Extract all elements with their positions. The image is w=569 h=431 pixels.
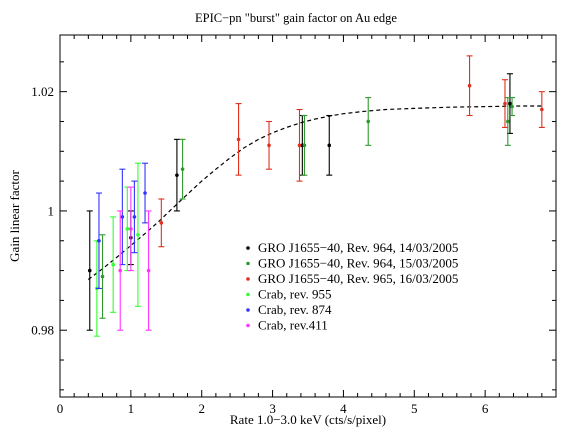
- series-5: [95, 162, 149, 290]
- chart-title: EPIC−pn "burst" gain factor on Au edge: [195, 11, 397, 25]
- legend-label: GRO J1655−40, Rev. 964, 14/03/2005: [258, 240, 458, 255]
- series-6: [117, 186, 152, 331]
- data-point: [540, 107, 544, 112]
- data-point: [146, 268, 151, 273]
- data-point: [143, 191, 147, 195]
- x-tick-label: 5: [411, 401, 418, 416]
- legend-marker: [246, 261, 250, 266]
- legend-label: Crab, rev. 874: [258, 302, 332, 317]
- x-tick-label: 3: [269, 401, 276, 416]
- x-tick-label: 1: [128, 401, 135, 416]
- data-point: [236, 137, 241, 142]
- data-point: [510, 104, 514, 109]
- data-point: [87, 268, 92, 273]
- data-point: [118, 268, 123, 273]
- legend-marker: [246, 292, 250, 297]
- legend-marker: [246, 323, 250, 328]
- plot-frame: [59, 34, 557, 398]
- series-3: [158, 55, 545, 248]
- x-axis-label: Rate 1.0−3.0 keV (cts/s/pixel): [230, 412, 386, 427]
- data-point: [136, 232, 140, 237]
- x-tick-label: 4: [340, 401, 347, 416]
- data-point: [302, 143, 307, 148]
- series-2: [99, 97, 516, 319]
- legend-label: Crab, rev. 955: [258, 287, 332, 302]
- y-tick-label: 1: [48, 203, 55, 218]
- data-point: [97, 238, 101, 243]
- data-point: [100, 274, 105, 279]
- legend-label: GRO J1655−40, Rev. 965, 16/03/2005: [258, 271, 458, 286]
- data-point: [159, 221, 164, 225]
- data-point: [297, 143, 302, 148]
- data-point: [506, 119, 510, 124]
- data-point: [467, 83, 472, 88]
- data-point: [267, 143, 271, 148]
- data-point: [175, 173, 179, 177]
- data-point: [120, 215, 125, 219]
- data-points-layer: [86, 55, 545, 337]
- data-point: [327, 143, 332, 148]
- data-point: [111, 262, 115, 267]
- data-point: [503, 101, 507, 106]
- axis-ticks: [59, 35, 556, 397]
- data-point: [129, 227, 133, 231]
- axis-tick-labels: 0 1 2 3 4 5 6 0.98 1 1.02: [31, 84, 489, 416]
- y-tick-label: 1.02: [31, 84, 54, 99]
- x-tick-label: 0: [57, 401, 64, 416]
- legend-marker: [246, 246, 250, 250]
- y-tick-label: 0.98: [31, 323, 54, 338]
- data-point: [132, 215, 137, 219]
- legend-marker: [246, 277, 250, 281]
- legend-label: GRO J1655−40, Rev. 964, 15/03/2005: [258, 256, 458, 271]
- x-tick-label: 6: [482, 401, 489, 416]
- data-point: [180, 167, 185, 171]
- data-point: [366, 119, 371, 124]
- data-point: [125, 227, 130, 231]
- x-tick-label: 2: [198, 401, 205, 416]
- legend-marker: [246, 308, 250, 312]
- y-axis-label: Gain linear factor: [7, 170, 22, 262]
- data-point: [508, 101, 512, 106]
- legend-label: Crab, rev.411: [258, 318, 328, 333]
